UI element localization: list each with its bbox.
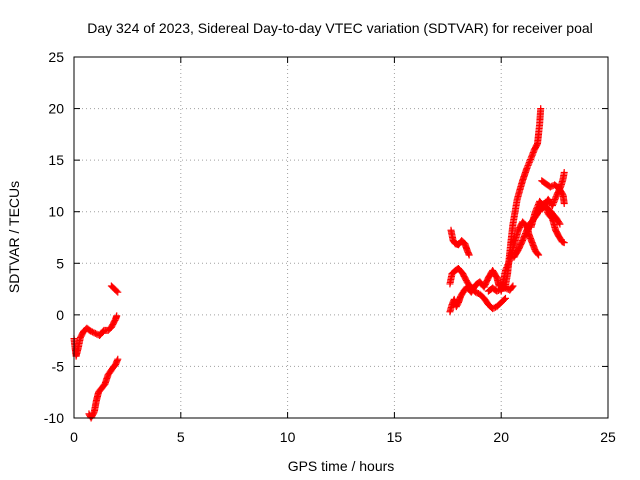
x-tick-label: 20 [493, 429, 509, 445]
y-tick-label: -10 [44, 410, 64, 426]
y-tick-label: 15 [48, 152, 64, 168]
data-point [548, 202, 556, 210]
data-point [525, 160, 533, 168]
data-point [534, 250, 542, 258]
data-point [560, 199, 568, 207]
data-point [523, 163, 531, 171]
data-point [532, 206, 540, 214]
y-tick-label: 5 [56, 255, 64, 271]
data-point [113, 312, 121, 320]
data-point [550, 197, 558, 205]
data-point [525, 159, 533, 166]
y-tick-label: 25 [48, 49, 64, 65]
y-tick-label: 10 [48, 204, 64, 220]
data-point [465, 251, 473, 259]
data-point [502, 265, 510, 273]
data-point [543, 207, 551, 215]
data-point [531, 208, 539, 216]
data-point [526, 157, 534, 165]
data-point [560, 169, 568, 177]
grid-lines [74, 57, 608, 418]
data-point [549, 200, 557, 208]
data-point [556, 220, 564, 228]
data-point [550, 199, 558, 207]
tick-labels: 0 5 10 15 20 25 -10 -5 0 5 10 15 20 25 [44, 49, 616, 445]
data-point [114, 288, 122, 296]
x-tick-label: 10 [280, 429, 296, 445]
data-point [524, 161, 532, 169]
y-tick-label: -5 [52, 358, 65, 374]
y-tick-label: 0 [56, 307, 64, 323]
data-point [504, 261, 512, 269]
data-point [560, 239, 568, 247]
data-point [113, 287, 121, 295]
data-point [523, 164, 531, 172]
x-tick-label: 25 [600, 429, 616, 445]
data-point [500, 295, 508, 303]
y-axis-label: SDTVAR / TECUs [6, 181, 22, 293]
data-point [533, 205, 541, 213]
data-point [503, 264, 511, 272]
x-axis-label: GPS time / hours [288, 458, 395, 474]
data-point [505, 259, 513, 267]
x-tick-label: 15 [387, 429, 403, 445]
data-point [508, 283, 516, 291]
data-point [503, 262, 511, 270]
data-point [533, 203, 541, 211]
plot-frame [73, 56, 609, 419]
data-points [70, 105, 568, 422]
chart-title: Day 324 of 2023, Sidereal Day-to-day VTE… [87, 20, 593, 36]
data-point [537, 105, 545, 113]
data-point [501, 294, 509, 302]
x-tick-label: 0 [70, 429, 78, 445]
data-point [551, 196, 559, 204]
x-tick-label: 5 [177, 429, 185, 445]
data-point [535, 251, 543, 259]
data-point [552, 194, 560, 202]
y-tick-label: 20 [48, 101, 64, 117]
data-point [501, 267, 509, 275]
data-point [114, 355, 122, 363]
data-point [509, 282, 517, 290]
